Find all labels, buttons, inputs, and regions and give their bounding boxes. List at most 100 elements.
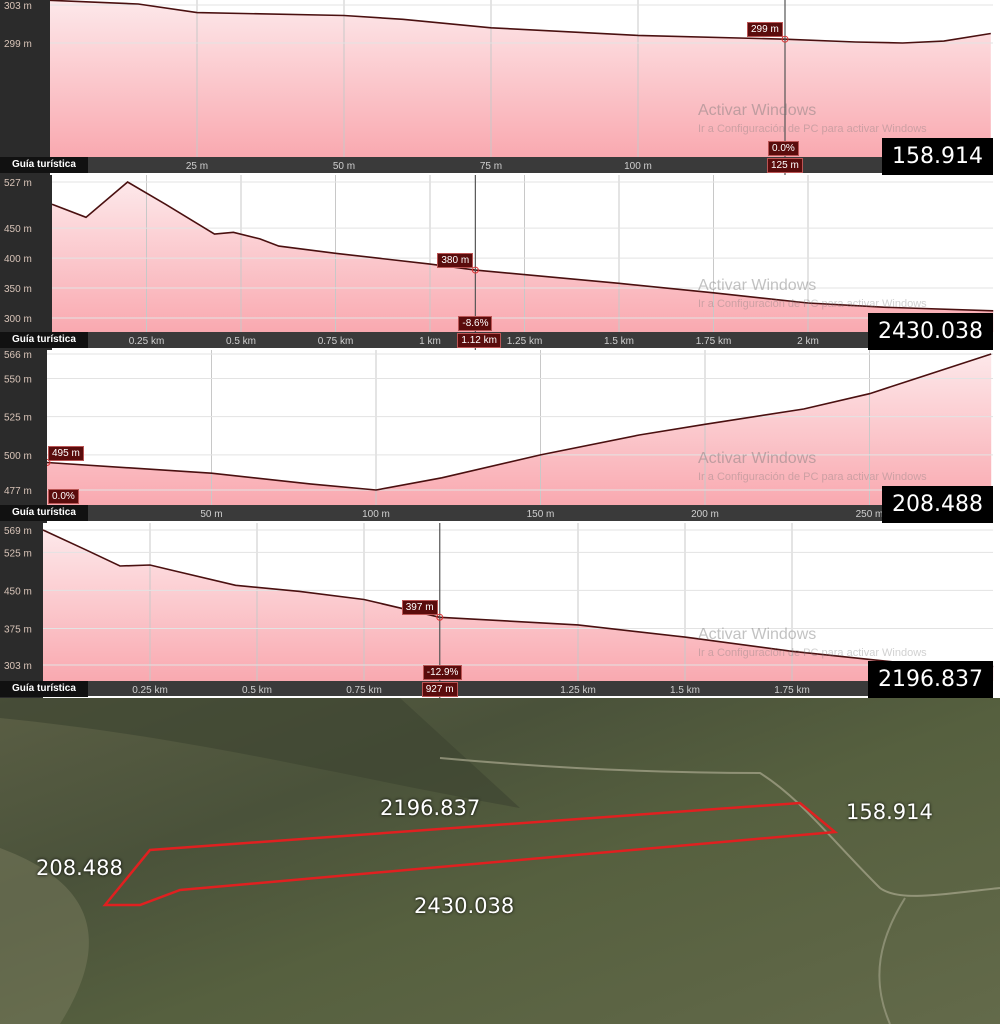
x-tick-label: 0.75 km — [346, 685, 382, 696]
cursor-grade-label: -8.6% — [458, 316, 493, 331]
x-tick-label: 1 km — [419, 336, 441, 347]
watermark-subtitle: Ir a Configuración de PC para activar Wi… — [698, 123, 927, 135]
elevation-area — [43, 530, 994, 681]
x-tick-label: 50 m — [200, 509, 222, 520]
y-axis-strip — [0, 523, 43, 698]
x-tick-label: 1.75 km — [774, 685, 810, 696]
map-label: 2196.837 — [380, 796, 481, 820]
cursor-marker — [436, 613, 444, 621]
satellite-map: 2196.837 158.914 208.488 2430.038 — [0, 698, 1000, 1024]
cursor-elevation-label: 299 m — [747, 22, 783, 38]
cursor-distance-label: 1.12 km — [457, 333, 501, 348]
y-tick-label: 299 m — [4, 39, 32, 50]
right-margin — [993, 175, 1000, 350]
distance-tag: 2430.038 — [868, 313, 993, 350]
y-axis-strip — [0, 175, 52, 350]
cursor-elevation-label: 380 m — [437, 253, 474, 269]
elevation-chart: 303 m 299 m 25 m 50 m 75 m 100 m — [0, 0, 1000, 175]
cursor-elevation-label: 397 m — [401, 600, 438, 616]
elevation-area — [50, 0, 991, 157]
x-tick-label: 1.5 km — [670, 685, 700, 696]
cursor-grade-label: -12.9% — [422, 665, 463, 680]
elevation-line — [51, 181, 994, 312]
x-tick-label: 0.25 km — [129, 336, 165, 347]
map-overlay — [0, 698, 1000, 1024]
y-tick-label: 300 m — [4, 314, 32, 325]
y-tick-label: 500 m — [4, 451, 32, 462]
x-tick-label: 50 m — [333, 161, 355, 172]
y-tick-label: 566 m — [4, 350, 32, 361]
x-axis-bar — [0, 157, 993, 173]
y-tick-label: 350 m — [4, 284, 32, 295]
elevation-profile-2[interactable]: 527 m 450 m 400 m 350 m 300 m 0.25 km 0.5 km 0.… — [0, 175, 1000, 350]
elevation-profile-1[interactable]: 303 m 299 m 25 m 50 m 75 m 100 m 299 m 0.0% 125 … — [0, 0, 1000, 175]
cursor-marker — [471, 266, 479, 274]
watermark-subtitle: Ir a Configuración de PC para activar Wi… — [698, 471, 927, 483]
x-axis-bar — [0, 505, 993, 521]
elevation-profile-3[interactable]: 566 m 550 m 525 m 500 m 477 m 50 m 100 m 150 m 2… — [0, 350, 1000, 523]
map-label: 208.488 — [36, 856, 123, 880]
x-tick-label: 1.75 km — [696, 336, 732, 347]
elevation-chart: 569 m 525 m 450 m 375 m 303 m 0.25 km 0.5 km 0.… — [0, 523, 1000, 698]
y-tick-label: 400 m — [4, 254, 32, 265]
guide-button[interactable]: Guía turística — [0, 681, 88, 697]
trail — [878, 897, 906, 1024]
y-tick-label: 303 m — [4, 1, 32, 12]
cursor-grade-label: 0.0% — [48, 489, 79, 504]
map-label: 2430.038 — [414, 894, 515, 918]
y-tick-label: 525 m — [4, 413, 32, 424]
x-tick-label: 150 m — [527, 509, 555, 520]
y-tick-label: 527 m — [4, 178, 32, 189]
elevation-profile-4[interactable]: 569 m 525 m 450 m 375 m 303 m 0.25 km 0.5 km 0.… — [0, 523, 1000, 698]
x-tick-label: 75 m — [480, 161, 502, 172]
watermark-title: Activar Windows — [698, 626, 817, 643]
elevation-line — [42, 529, 994, 668]
x-tick-label: 1.25 km — [507, 336, 543, 347]
x-tick-label: 0.25 km — [132, 685, 168, 696]
watermark-title: Activar Windows — [698, 277, 817, 294]
cursor-distance-label: 125 m — [767, 158, 803, 173]
distance-tag: 208.488 — [882, 486, 993, 523]
guide-button[interactable]: Guía turística — [0, 332, 88, 348]
x-tick-label: 1.5 km — [604, 336, 634, 347]
x-tick-label: 0.75 km — [318, 336, 354, 347]
terrain-shade — [0, 698, 520, 808]
guide-button[interactable]: Guía turística — [0, 505, 88, 521]
distance-tag: 2196.837 — [868, 661, 993, 698]
y-tick-label: 450 m — [4, 586, 32, 597]
x-tick-label: 2 km — [797, 336, 819, 347]
terrain-shade — [0, 848, 89, 1024]
elevation-chart: 566 m 550 m 525 m 500 m 477 m 50 m 100 m 150 m 2… — [0, 350, 1000, 523]
x-tick-label: 200 m — [691, 509, 719, 520]
watermark-subtitle: Ir a Configuración de PC para activar Wi… — [698, 298, 927, 310]
watermark-subtitle: Ir a Configuración de PC para activar Wi… — [698, 647, 927, 659]
cursor-marker — [781, 35, 789, 43]
x-tick-label: 1.25 km — [560, 685, 596, 696]
right-margin — [993, 0, 1000, 175]
y-tick-label: 477 m — [4, 486, 32, 497]
route-polygon — [102, 801, 839, 907]
watermark-title: Activar Windows — [698, 102, 817, 119]
cursor-grade-label: 0.0% — [768, 141, 799, 156]
x-tick-label: 25 m — [186, 161, 208, 172]
trail — [439, 757, 1000, 897]
map-label: 158.914 — [846, 800, 933, 824]
x-tick-label: 0.5 km — [226, 336, 256, 347]
y-axis-strip — [0, 0, 50, 175]
elevation-chart: 527 m 450 m 400 m 350 m 300 m 0.25 km 0.5 km 0.… — [0, 175, 1000, 350]
watermark-title: Activar Windows — [698, 450, 817, 467]
x-tick-label: 0.5 km — [242, 685, 272, 696]
x-axis-bar — [0, 681, 993, 696]
right-margin — [993, 350, 1000, 523]
y-tick-label: 375 m — [4, 624, 32, 635]
cursor-distance-label: 927 m — [421, 682, 458, 697]
x-tick-label: 100 m — [624, 161, 652, 172]
distance-tag: 158.914 — [882, 138, 993, 175]
y-tick-label: 525 m — [4, 548, 32, 559]
y-tick-label: 569 m — [4, 526, 32, 537]
elevation-area — [47, 354, 992, 505]
y-axis-strip — [0, 350, 47, 523]
guide-button[interactable]: Guía turística — [0, 157, 88, 173]
right-margin — [993, 523, 1000, 698]
x-tick-label: 100 m — [362, 509, 390, 520]
